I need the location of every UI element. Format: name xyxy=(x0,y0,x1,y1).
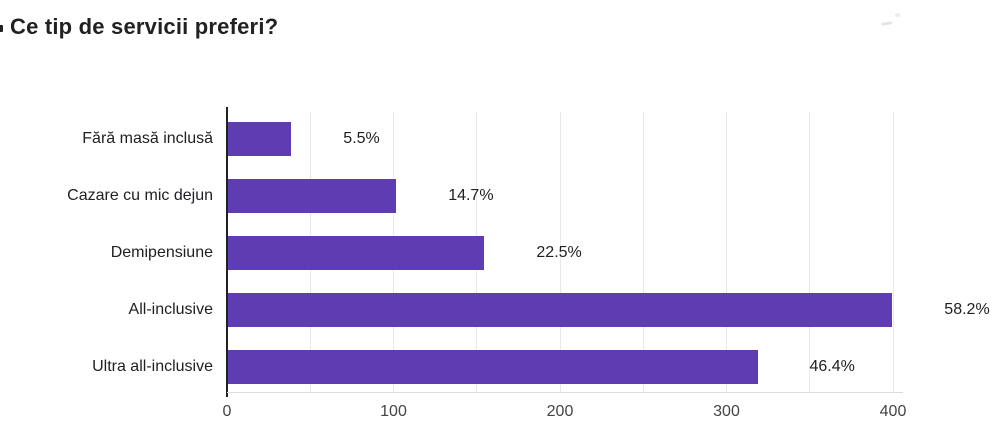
x-tick-label: 0 xyxy=(222,403,232,420)
bar xyxy=(228,122,292,156)
artifact xyxy=(880,21,893,26)
y-axis-line xyxy=(226,107,228,397)
gridline xyxy=(726,112,727,392)
title-fragment xyxy=(0,25,3,32)
gridline xyxy=(559,112,561,392)
category-label: Demipensiune xyxy=(110,244,213,261)
percent-label: 5.5% xyxy=(343,130,380,147)
x-tick-label: 200 xyxy=(546,403,574,420)
percent-label: 46.4% xyxy=(809,358,855,375)
percent-label: 58.2% xyxy=(944,301,990,318)
percent-label: 14.7% xyxy=(448,187,494,204)
bar xyxy=(228,293,893,327)
x-tick-label: 100 xyxy=(380,403,407,420)
category-label: Fără masă inclusă xyxy=(82,130,213,147)
x-tick-label: 300 xyxy=(713,403,740,420)
chart-title: Ce tip de servicii preferi? xyxy=(10,14,279,39)
category-label: Ultra all-inclusive xyxy=(92,358,213,375)
artifact xyxy=(895,13,900,17)
x-axis-line xyxy=(227,392,903,393)
bar xyxy=(228,236,485,270)
bar xyxy=(228,179,397,213)
x-tick-label: 400 xyxy=(879,403,907,420)
gridline xyxy=(892,112,894,392)
category-label: Cazare cu mic dejun xyxy=(67,187,213,204)
gridline xyxy=(642,112,644,392)
bar xyxy=(228,350,758,384)
percent-label: 22.5% xyxy=(536,244,582,261)
category-label: All-inclusive xyxy=(128,301,213,318)
gridline xyxy=(809,112,811,392)
